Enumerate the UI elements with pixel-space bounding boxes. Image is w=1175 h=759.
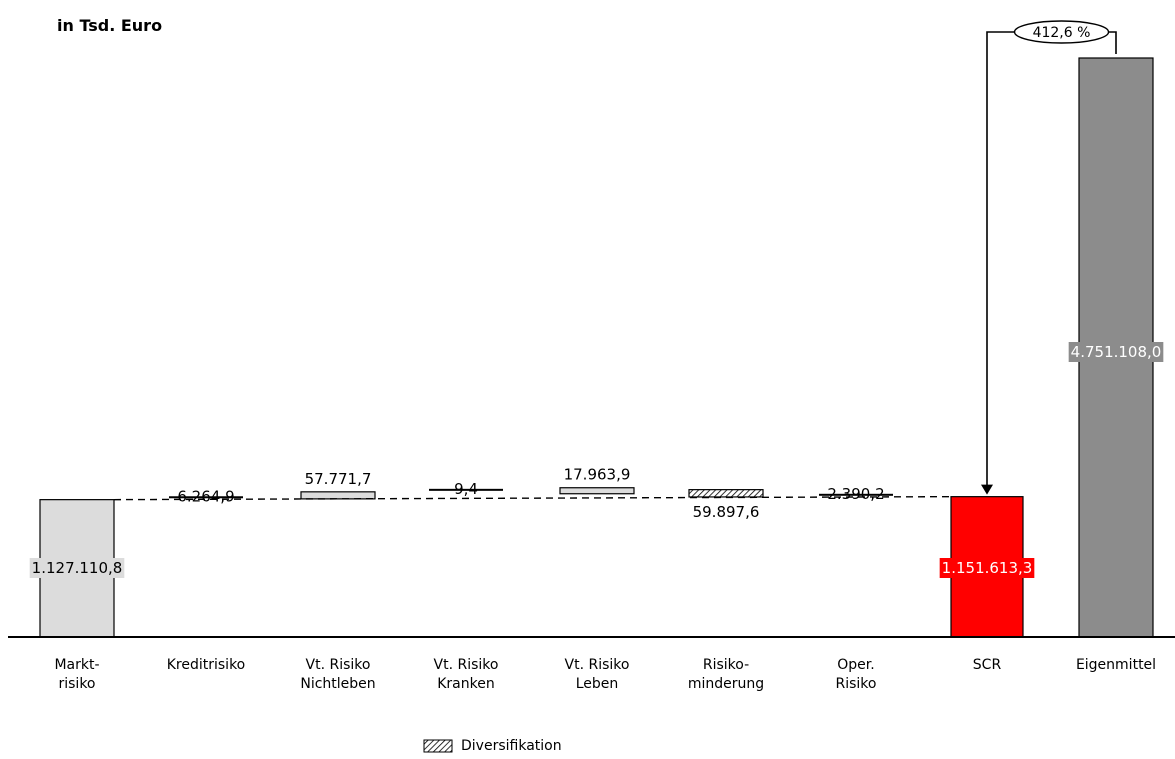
value-labels-layer: 1.127.110,8 6.264,9 57.771,7 9,4 17.963,9 59.… bbox=[29, 342, 1164, 578]
bars-layer bbox=[39, 57, 1154, 638]
value-label-bg-1 bbox=[29, 558, 125, 578]
value-label-8: 1.151.613,3 bbox=[942, 559, 1033, 577]
coverage-ratio-label: 412,6 % bbox=[1033, 25, 1091, 41]
bar-4 bbox=[429, 488, 503, 491]
value-label-4: 9,4 bbox=[454, 480, 478, 498]
legend: Diversifikation bbox=[423, 738, 562, 754]
category-label-1: Markt- risiko bbox=[54, 657, 100, 692]
value-label-bg-9 bbox=[1068, 342, 1164, 362]
coverage-ratio-annotation: 412,6 % bbox=[981, 20, 1117, 495]
unit-label: in Tsd. Euro bbox=[57, 16, 163, 35]
value-label-6: 59.897,6 bbox=[693, 503, 760, 521]
bar-5 bbox=[559, 487, 635, 495]
bar-6 bbox=[688, 489, 764, 498]
category-label-3: Vt. Risiko Nichtleben bbox=[300, 657, 376, 692]
bar-3 bbox=[300, 491, 376, 500]
category-label-5: Vt. Risiko Leben bbox=[564, 657, 630, 692]
category-label-2: Kreditrisiko bbox=[166, 657, 246, 673]
value-label-5: 17.963,9 bbox=[564, 466, 631, 484]
waterfall-connector-line bbox=[113, 495, 952, 501]
value-label-2: 6.264,9 bbox=[177, 487, 234, 505]
category-label-9: Eigenmittel bbox=[1075, 657, 1157, 673]
category-label-7: Oper. Risiko bbox=[835, 657, 877, 692]
coverage-ratio-ellipse bbox=[1013, 20, 1110, 44]
value-label-3: 57.771,7 bbox=[305, 470, 372, 488]
category-label-6: Risiko- minderung bbox=[687, 657, 765, 692]
category-label-8: SCR bbox=[972, 657, 1002, 673]
connector-lines bbox=[113, 495, 952, 501]
value-label-7: 2.390,2 bbox=[827, 485, 884, 503]
value-label-9: 4.751.108,0 bbox=[1071, 343, 1162, 361]
diversification-legend-swatch bbox=[423, 739, 453, 753]
category-label-4: Vt. Risiko Kranken bbox=[433, 657, 499, 692]
value-label-bg-8 bbox=[939, 558, 1035, 578]
value-label-1: 1.127.110,8 bbox=[32, 559, 123, 577]
bar-2 bbox=[169, 496, 243, 499]
coverage-ratio-arrowhead bbox=[981, 484, 993, 495]
bar-7 bbox=[819, 493, 893, 496]
legend-label-diversification: Diversifikation bbox=[461, 738, 562, 754]
